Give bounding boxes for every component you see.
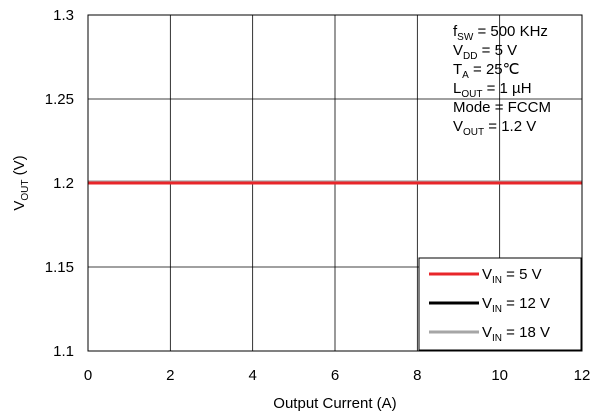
legend-label-1-main: V <box>482 266 492 283</box>
annotation-line-6-main: V <box>453 118 463 135</box>
legend-label-2-rest: = 12 V <box>502 295 550 312</box>
annotation-line-1-main: f <box>453 23 458 40</box>
x-axis-title: Output Current (A) <box>273 395 396 412</box>
annotation-line-1-subscript: SW <box>457 32 474 43</box>
series-layer <box>88 180 582 185</box>
annotation-line-3-main: T <box>453 61 462 78</box>
annotation-line-3: TA = 25℃ <box>453 61 519 81</box>
y-axis-title: VOUT (V) <box>11 155 31 210</box>
annotation-line-3-subscript: A <box>462 70 469 81</box>
legend-label-2: VIN = 12 V <box>482 295 550 315</box>
legend-label-2-subscript: IN <box>492 304 502 315</box>
plot-frame <box>87 14 583 352</box>
legend-label-3-main: V <box>482 324 492 341</box>
x-tick-label: 8 <box>413 367 421 384</box>
legend-label-2-main: V <box>482 295 492 312</box>
y-tick-label: 1.1 <box>53 343 74 360</box>
y-axis-title-rest: (V) <box>11 155 28 179</box>
legend-label-3-subscript: IN <box>492 333 502 344</box>
legend-label-3: VIN = 18 V <box>482 324 550 344</box>
annotation-line-5: Mode = FCCM <box>453 99 551 116</box>
legend-label-1: VIN = 5 V <box>482 266 542 286</box>
annotation-line-6: VOUT = 1.2 V <box>453 118 536 138</box>
annotation-line-4-subscript: OUT <box>461 89 482 100</box>
legend-label-3-rest: = 18 V <box>502 324 550 341</box>
annotation-line-2: VDD = 5 V <box>453 42 517 62</box>
annotation-line-6-subscript: OUT <box>463 127 484 138</box>
annotation-line-4-rest: = 1 µH <box>482 80 531 97</box>
x-tick-label: 12 <box>574 367 591 384</box>
annotation-line-6-rest: = 1.2 V <box>484 118 536 135</box>
y-axis-title-subscript: OUT <box>20 180 31 201</box>
y-axis-title-main: V <box>11 201 28 211</box>
annotation-line-4-main: L <box>453 80 461 97</box>
annotation-line-5-main: Mode = FCCM <box>453 99 551 116</box>
x-tick-label: 0 <box>84 367 92 384</box>
annotation-line-3-rest: = 25℃ <box>469 61 520 78</box>
annotation-line-1-rest: = 500 KHz <box>473 23 548 40</box>
x-tick-label: 6 <box>331 367 339 384</box>
annotation-line-4: LOUT = 1 µH <box>453 80 532 100</box>
y-tick-label: 1.25 <box>45 91 74 108</box>
annotation-line-2-rest: = 5 V <box>477 42 517 59</box>
y-tick-label: 1.2 <box>53 175 74 192</box>
annotation-line-2-main: V <box>453 42 463 59</box>
annotation-line-2-subscript: DD <box>463 51 477 62</box>
legend-label-1-subscript: IN <box>492 275 502 286</box>
legend-label-1-rest: = 5 V <box>502 266 542 283</box>
x-tick-label: 2 <box>166 367 174 384</box>
x-tick-label: 10 <box>491 367 508 384</box>
y-tick-label: 1.3 <box>53 7 74 24</box>
y-axis-title-group: VOUT (V) <box>11 155 31 210</box>
annotation-line-1: fSW = 500 KHz <box>453 23 548 43</box>
x-tick-label: 4 <box>248 367 256 384</box>
tick-labels: 0 2 4 6 8 10 12 1.1 1.15 1.2 1.25 1.3 <box>45 7 591 384</box>
y-tick-label: 1.15 <box>45 259 74 276</box>
